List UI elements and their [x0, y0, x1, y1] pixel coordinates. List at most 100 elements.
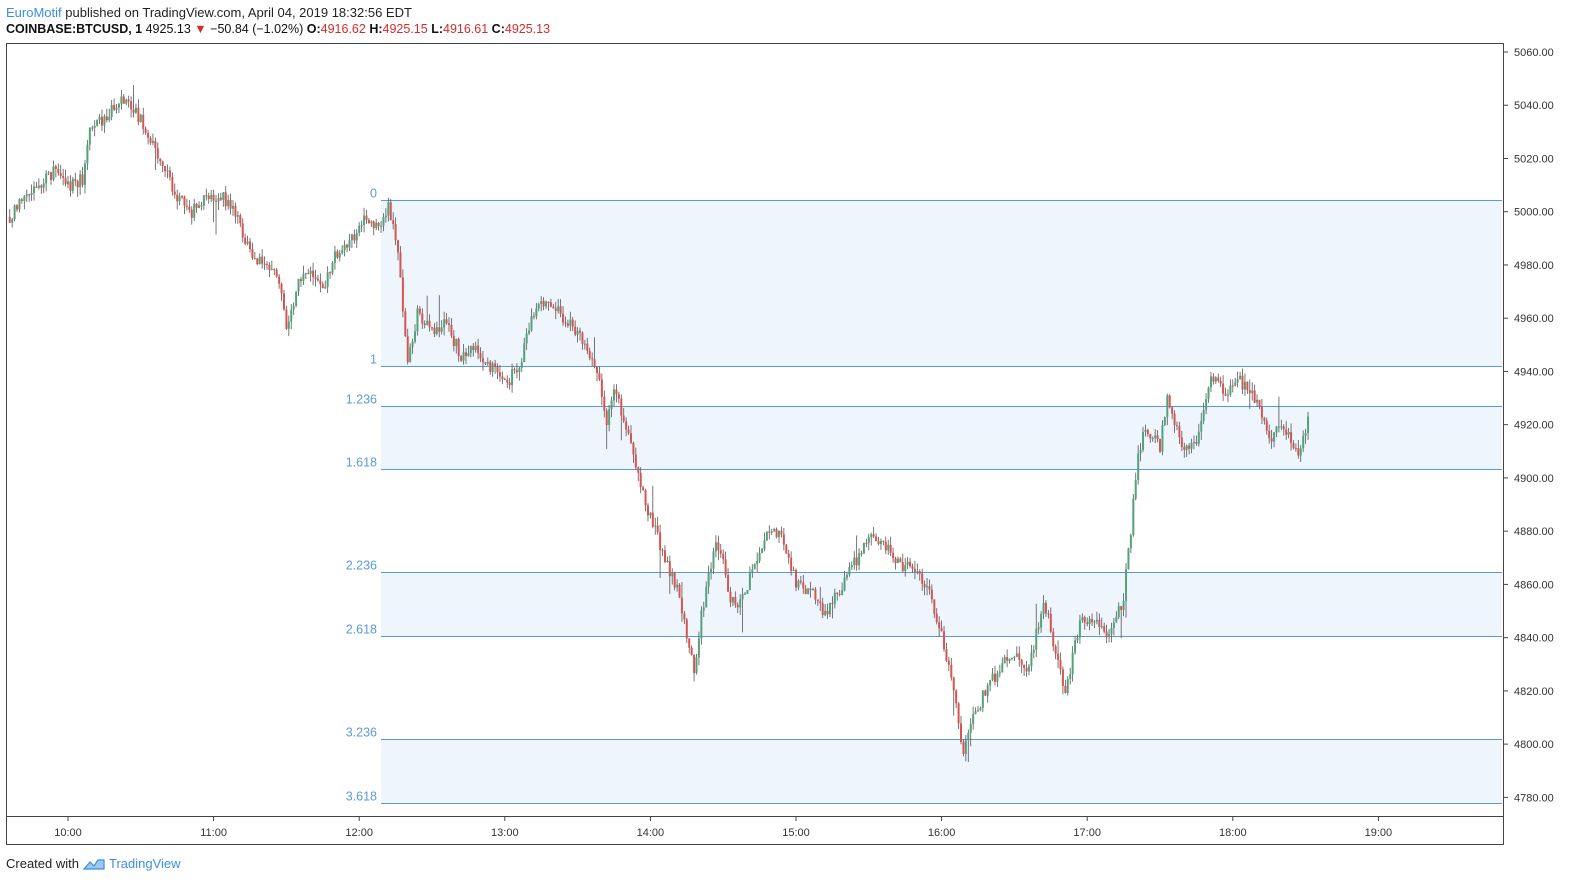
- candle: [1098, 613, 1101, 636]
- candle: [928, 579, 931, 595]
- candle: [365, 209, 368, 224]
- candle: [265, 261, 268, 270]
- candle: [8, 209, 11, 224]
- candle: [1047, 610, 1050, 619]
- time-axis[interactable]: 10:00 11:00 12:00 13:00 14:00 15:00 16:00 17:00…: [54, 816, 1392, 839]
- candle: [792, 566, 795, 572]
- candle: [1010, 657, 1013, 661]
- price-tick-label: 4800.00: [1514, 739, 1554, 751]
- tradingview-link[interactable]: TradingView: [108, 856, 181, 871]
- publisher-link[interactable]: EuroMotif: [6, 5, 62, 20]
- candle: [780, 526, 783, 538]
- candle: [1018, 646, 1021, 667]
- candle: [1163, 416, 1166, 426]
- candle: [98, 113, 101, 124]
- candle: [54, 164, 57, 178]
- candle: [122, 94, 125, 104]
- candle: [1246, 381, 1249, 394]
- high-value: 4925.15: [382, 22, 428, 36]
- candle: [1268, 424, 1271, 444]
- candle: [137, 99, 140, 126]
- candle: [401, 269, 404, 318]
- candle: [579, 327, 582, 341]
- candle: [13, 204, 16, 222]
- candle: [190, 206, 193, 225]
- candle: [1052, 627, 1055, 652]
- candle: [634, 447, 637, 470]
- candle: [100, 109, 103, 131]
- candle: [481, 350, 484, 371]
- candle: [656, 516, 659, 535]
- candle: [1217, 373, 1220, 383]
- candle: [110, 99, 113, 121]
- candle: [729, 586, 732, 608]
- candle: [151, 133, 154, 146]
- candle: [1025, 660, 1028, 677]
- candle: [188, 200, 191, 213]
- candle: [562, 306, 565, 326]
- low-label: L:: [431, 22, 443, 36]
- candle: [462, 343, 465, 365]
- time-tick-label: 16:00: [928, 827, 956, 839]
- candle: [814, 587, 817, 605]
- candle: [600, 373, 603, 406]
- price-axis[interactable]: 5060.00 5040.00 5020.00 5000.00 4980.00 4960.…: [1503, 47, 1554, 804]
- time-tick-label: 14:00: [637, 827, 665, 839]
- candle: [321, 281, 324, 289]
- candle: [676, 579, 679, 592]
- candle: [35, 181, 38, 188]
- candle: [435, 321, 438, 336]
- candle: [1287, 427, 1290, 439]
- candle: [47, 171, 50, 176]
- candle: [341, 245, 344, 255]
- candle: [16, 204, 19, 212]
- candle: [59, 164, 62, 179]
- candle: [18, 198, 21, 213]
- open-label: O:: [306, 22, 321, 36]
- candle: [125, 98, 128, 106]
- time-tick-label: 10:00: [54, 827, 82, 839]
- candle: [515, 363, 518, 379]
- candle: [292, 302, 295, 315]
- candle: [768, 525, 771, 540]
- candle: [115, 103, 118, 114]
- candle: [1185, 444, 1188, 458]
- candle: [790, 551, 793, 576]
- candle: [1057, 640, 1060, 669]
- candle: [1209, 371, 1212, 393]
- candle: [176, 189, 179, 210]
- time-tick-label: 17:00: [1073, 827, 1101, 839]
- candle: [319, 273, 322, 293]
- candle: [302, 265, 305, 286]
- candle: [183, 195, 186, 215]
- candle: [42, 178, 45, 194]
- candle: [195, 202, 198, 213]
- candle: [668, 555, 671, 594]
- candle: [1093, 620, 1096, 629]
- candle: [433, 323, 436, 338]
- candle: [113, 98, 116, 112]
- candle: [591, 352, 594, 367]
- candle: [1197, 423, 1200, 447]
- candle: [428, 314, 431, 332]
- candle: [513, 367, 516, 374]
- candle: [477, 338, 480, 360]
- candle: [581, 331, 584, 350]
- candle: [251, 242, 254, 260]
- candle: [751, 564, 754, 578]
- candle: [28, 193, 31, 202]
- candle: [1241, 368, 1244, 395]
- candle: [943, 626, 946, 652]
- candle: [838, 589, 841, 597]
- candle: [712, 547, 715, 575]
- footer-brand: Created with TradingView: [6, 856, 181, 871]
- candle: [198, 201, 201, 209]
- candle: [130, 96, 133, 118]
- candle: [149, 136, 152, 146]
- candle: [1027, 664, 1030, 676]
- candle: [748, 566, 751, 591]
- candle: [782, 527, 785, 551]
- candle: [629, 425, 632, 445]
- candle: [96, 119, 99, 127]
